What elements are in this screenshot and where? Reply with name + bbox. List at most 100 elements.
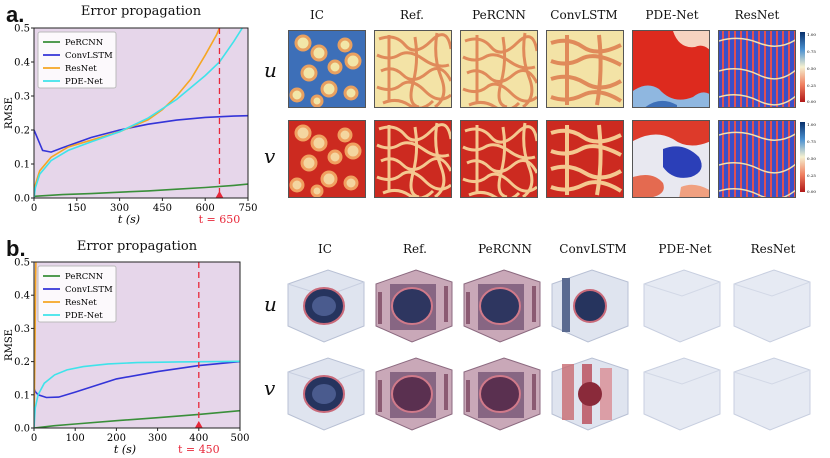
legend-label: ResNet <box>65 298 97 308</box>
chart-a: 0 150 300 450 600 750 0.0 0.1 0.2 0.3 0.4 0.5 t (s) R… <box>4 24 258 227</box>
legend-label: PDE-Net <box>65 311 103 321</box>
tile-pdenet-v <box>632 120 710 198</box>
tile-convlstm-v <box>546 120 624 198</box>
col-percnn-a: PeRCNN <box>472 8 526 22</box>
legend-label: ConvLSTM <box>65 51 113 61</box>
row-u-a: u <box>264 58 277 82</box>
cube-percnn-v <box>463 357 541 431</box>
x-tick-label: 300 <box>110 203 129 214</box>
x-tick-label: 0 <box>31 433 37 444</box>
cb-u-tick-0: 1.00 <box>807 32 816 37</box>
cb-u-tick-1: 0.75 <box>807 49 816 54</box>
y-tick-label: 0.0 <box>14 194 30 205</box>
cb-v-tick-2: 0.50 <box>807 156 816 161</box>
col-percnn-b: PeRCNN <box>478 242 532 256</box>
x-tick-label: 150 <box>67 203 86 214</box>
cube-convlstm-u <box>551 269 629 343</box>
plot-a-title: Error propagation <box>80 4 202 19</box>
col-resnet-b: ResNet <box>750 242 796 256</box>
marker-label: t = 650 <box>199 213 241 226</box>
axes-frame <box>33 27 249 199</box>
tile-convlstm-u <box>546 30 624 108</box>
y-tick-label: 0.3 <box>14 324 30 335</box>
row-v-a: v <box>264 144 276 168</box>
y-axis-label: RMSE <box>4 329 15 361</box>
cube-resnet-u <box>733 269 811 343</box>
y-tick-label: 0.0 <box>14 424 30 435</box>
cube-ic-v <box>287 357 365 431</box>
cb-v-tick-4: 0.00 <box>807 189 816 194</box>
y-tick-label: 0.5 <box>14 258 30 269</box>
colorbar-u: 1.00 0.75 0.50 0.25 0.00 <box>800 32 816 104</box>
tile-ic-v <box>288 120 366 198</box>
cb-u-tick-4: 0.00 <box>807 99 816 104</box>
col-pdenet-a: PDE-Net <box>645 8 699 22</box>
legend-label: PeRCNN <box>65 272 104 282</box>
panel-b-label: b. <box>6 236 26 261</box>
cb-v-tick-3: 0.25 <box>807 173 816 178</box>
series-line-percnn <box>34 183 248 198</box>
col-ic-a: IC <box>310 8 324 22</box>
legend-box <box>37 265 117 323</box>
x-tick-label: 400 <box>189 433 208 444</box>
series-line-convlstm <box>34 360 240 399</box>
col-pdenet-b: PDE-Net <box>658 242 712 256</box>
cb-v-tick-1: 0.75 <box>807 139 816 144</box>
panel-a-label: a. <box>6 2 25 27</box>
cube-pdenet-u <box>643 269 721 343</box>
tile-ref-u <box>374 30 452 108</box>
x-tick-label: 100 <box>66 433 85 444</box>
row-v-b: v <box>264 376 276 400</box>
axes-frame <box>33 261 241 429</box>
colorbar-v: 1.00 0.75 0.50 0.25 0.00 <box>800 122 816 194</box>
series-line-convlstm <box>34 114 248 153</box>
y-tick-label: 0.2 <box>14 357 30 368</box>
x-tick-label: 450 <box>153 203 172 214</box>
cb-u-tick-3: 0.25 <box>807 83 816 88</box>
tile-percnn-u <box>460 30 538 108</box>
col-ic-b: IC <box>318 242 332 256</box>
marker-triangle <box>215 191 224 198</box>
y-tick-label: 0.4 <box>14 291 30 302</box>
marker-label: t = 450 <box>178 443 220 456</box>
x-tick-label: 200 <box>107 433 126 444</box>
cube-convlstm-v <box>551 357 629 431</box>
y-tick-label: 0.5 <box>14 24 30 35</box>
y-tick-label: 0.3 <box>14 92 30 103</box>
col-convlstm-b: ConvLSTM <box>559 242 627 256</box>
cube-percnn-u <box>463 269 541 343</box>
y-axis-label: RMSE <box>4 97 15 129</box>
col-resnet-a: ResNet <box>734 8 780 22</box>
x-tick-label: 0 <box>31 203 37 214</box>
cube-ref-u <box>375 269 453 343</box>
y-tick-label: 0.1 <box>14 390 30 401</box>
x-tick-label: 600 <box>196 203 215 214</box>
row-u-b: u <box>264 292 277 316</box>
legend-label: PeRCNN <box>65 38 104 48</box>
series-line-pde-net <box>34 360 240 428</box>
tile-ref-v <box>374 120 452 198</box>
x-tick-label: 750 <box>238 203 257 214</box>
cube-ic-u <box>287 269 365 343</box>
plot-b-title: Error propagation <box>76 239 198 254</box>
x-tick-label: 500 <box>230 433 249 444</box>
y-tick-label: 0.2 <box>14 126 30 137</box>
tile-ic-u <box>288 30 366 108</box>
tile-resnet-u <box>718 30 796 108</box>
marker-triangle <box>194 421 203 428</box>
legend-label: ResNet <box>65 64 97 74</box>
cube-resnet-v <box>733 357 811 431</box>
y-tick-label: 0.4 <box>14 58 30 69</box>
col-ref-a: Ref. <box>400 8 424 22</box>
x-tick-label: 300 <box>148 433 167 444</box>
cb-u-tick-2: 0.50 <box>807 66 816 71</box>
legend-label: ConvLSTM <box>65 285 113 295</box>
x-axis-label: t (s) <box>118 213 140 226</box>
cube-ref-v <box>375 357 453 431</box>
cube-pdenet-v <box>643 357 721 431</box>
chart-b: 0 100 200 300 400 500 0.0 0.1 0.2 0.3 0.4 0.5 t (s) R… <box>4 258 250 457</box>
col-ref-b: Ref. <box>403 242 427 256</box>
tile-pdenet-u <box>632 30 710 108</box>
col-convlstm-a: ConvLSTM <box>550 8 618 22</box>
y-tick-label: 0.1 <box>14 160 30 171</box>
